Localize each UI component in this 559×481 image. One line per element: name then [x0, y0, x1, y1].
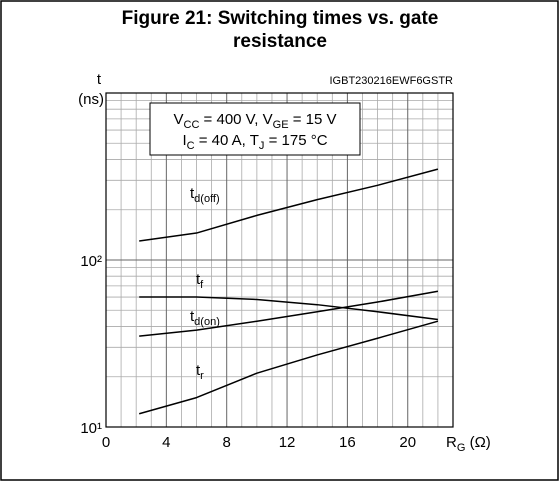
series-label: td(on) [190, 308, 220, 328]
annotation-part: I [182, 132, 186, 149]
series-label-name: t [196, 271, 201, 288]
series-label-name: t [196, 362, 201, 379]
annotation-box [149, 102, 361, 156]
annotation-part: = 175 °C [264, 132, 327, 149]
series-label: tr [196, 362, 204, 382]
plot-area [105, 92, 454, 428]
x-tick-label: 16 [339, 434, 356, 451]
annotation-part: = 40 A, T [195, 132, 259, 149]
annotation-sub: GE [273, 119, 289, 131]
y-axis-label: (ns) [78, 91, 104, 108]
series-label-sub: f [200, 279, 204, 291]
y-tick-label: 10² [80, 253, 102, 270]
series-label-sub: d(off) [194, 193, 219, 205]
x-axis-label-part: (Ω) [465, 434, 490, 451]
series-label-name: t [190, 308, 195, 325]
watermark: IGBT230216EWF6GSTR [330, 75, 454, 87]
annotation-sub: C [187, 140, 195, 152]
x-tick-label: 0 [102, 434, 110, 451]
chart-title: resistance [233, 31, 327, 52]
series-label: td(off) [190, 185, 220, 205]
annotation-part: = 400 V, V [199, 111, 272, 128]
x-tick-label: 12 [279, 434, 296, 451]
x-axis-label-part: R [446, 434, 457, 451]
series-label-sub: r [200, 370, 204, 382]
series-label-sub: d(on) [194, 316, 220, 328]
x-axis-label-sub: G [457, 442, 466, 454]
annotation-part: = 15 V [289, 111, 337, 128]
series-label: tf [196, 271, 204, 291]
series-line [138, 320, 439, 415]
annotation-part: V [173, 111, 183, 128]
annotation: VCC = 400 V, VGE = 15 V [173, 111, 336, 131]
series-line [139, 290, 439, 337]
annotation-sub: CC [184, 119, 200, 131]
x-tick-label: 4 [162, 434, 170, 451]
x-axis-label: RG (Ω) [446, 434, 491, 454]
y-tick-label: 10¹ [80, 420, 102, 437]
annotation-sub: J [259, 140, 265, 152]
series-line [139, 168, 439, 242]
y-axis-label: t [97, 71, 102, 88]
series-line [139, 296, 439, 321]
annotation: IC = 40 A, TJ = 175 °C [182, 132, 327, 152]
x-tick-label: 8 [223, 434, 231, 451]
x-tick-label: 20 [399, 434, 416, 451]
chart-title: Figure 21: Switching times vs. gate [122, 8, 439, 29]
series-label-name: t [190, 185, 195, 202]
